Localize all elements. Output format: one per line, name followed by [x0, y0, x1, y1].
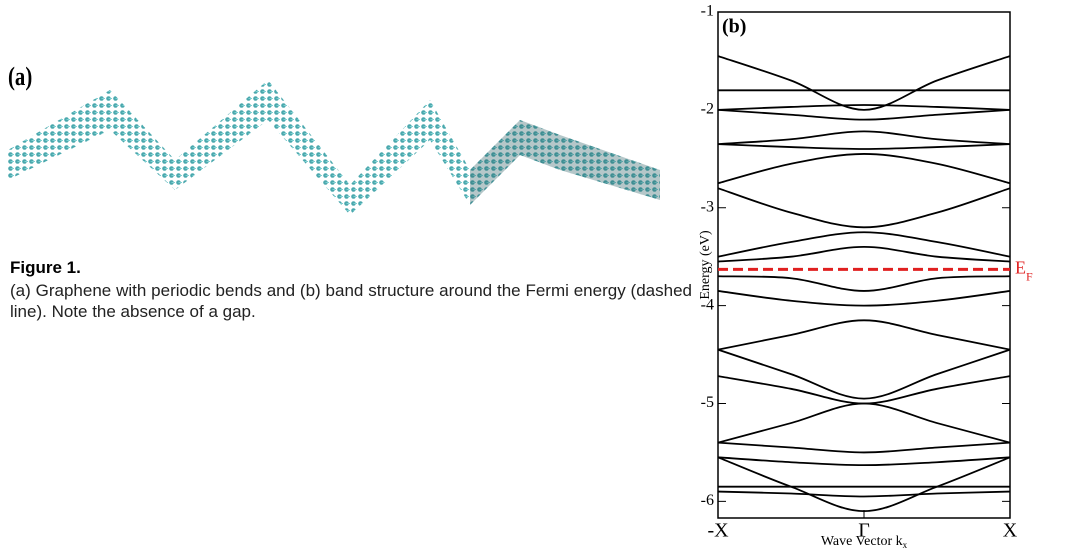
y-tick-label: -1: [701, 3, 714, 20]
x-axis-label: Wave Vector kx: [821, 534, 908, 550]
band: [718, 403, 1010, 442]
x-axis-label-sub: x: [903, 540, 908, 550]
panel-label: (b): [722, 16, 746, 38]
band: [718, 443, 1010, 453]
x-tick-label: X: [1003, 520, 1018, 542]
y-tick-label: -5: [701, 394, 714, 411]
band: [718, 232, 1010, 256]
band: [718, 188, 1010, 227]
band: [718, 131, 1010, 144]
chart: -1-2-3-4-5-6-XΓXEnergy (eV)Wave Vector k…: [0, 0, 1071, 553]
page: (a) Figure 1. (a) Graphene with periodic…: [0, 0, 1071, 553]
x-tick-label: -X: [707, 520, 729, 542]
plot-frame: [718, 12, 1010, 518]
fermi-label-sub: F: [1026, 269, 1033, 283]
band: [718, 110, 1010, 120]
y-tick-label: -2: [701, 101, 714, 118]
band: [718, 492, 1010, 497]
band: [718, 276, 1010, 291]
band: [718, 144, 1010, 149]
band: [718, 247, 1010, 262]
y-tick-label: -6: [701, 492, 714, 509]
fermi-label-main: E: [1015, 258, 1026, 278]
band: [718, 320, 1010, 349]
band: [718, 350, 1010, 399]
x-axis-label-main: Wave Vector k: [821, 534, 903, 549]
band: [718, 154, 1010, 183]
band: [718, 457, 1010, 465]
y-axis-label: Energy (eV): [698, 230, 713, 300]
fermi-label: EF: [1015, 258, 1033, 284]
band: [718, 291, 1010, 306]
y-tick-label: -3: [701, 198, 714, 215]
band: [718, 56, 1010, 110]
